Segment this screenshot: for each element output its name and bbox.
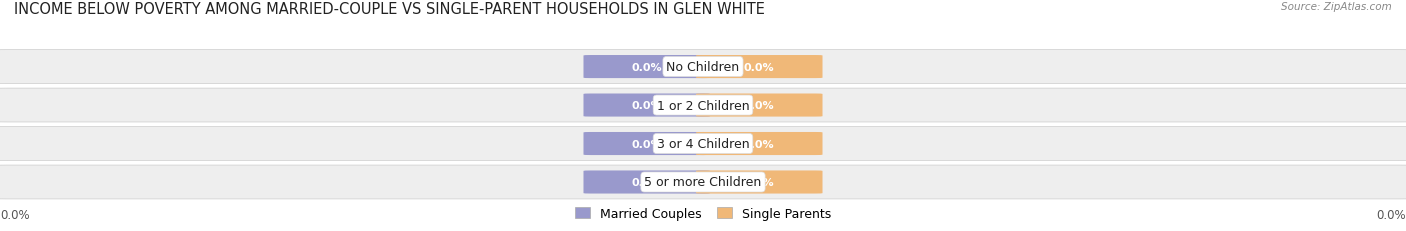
Text: 0.0%: 0.0% (631, 62, 662, 72)
Text: 3 or 4 Children: 3 or 4 Children (657, 137, 749, 150)
Text: 0.0%: 0.0% (744, 177, 775, 187)
FancyBboxPatch shape (696, 56, 823, 79)
Text: 0.0%: 0.0% (631, 139, 662, 149)
FancyBboxPatch shape (696, 132, 823, 155)
Text: 0.0%: 0.0% (744, 101, 775, 111)
FancyBboxPatch shape (0, 165, 1406, 199)
Text: 0.0%: 0.0% (0, 208, 30, 221)
Text: No Children: No Children (666, 61, 740, 74)
FancyBboxPatch shape (583, 132, 710, 155)
Text: 1 or 2 Children: 1 or 2 Children (657, 99, 749, 112)
Text: 0.0%: 0.0% (744, 62, 775, 72)
FancyBboxPatch shape (0, 50, 1406, 84)
Text: 5 or more Children: 5 or more Children (644, 176, 762, 189)
FancyBboxPatch shape (583, 94, 710, 117)
Legend: Married Couples, Single Parents: Married Couples, Single Parents (569, 202, 837, 225)
FancyBboxPatch shape (0, 127, 1406, 161)
FancyBboxPatch shape (583, 171, 710, 194)
Text: 0.0%: 0.0% (631, 101, 662, 111)
Text: Source: ZipAtlas.com: Source: ZipAtlas.com (1281, 2, 1392, 12)
FancyBboxPatch shape (583, 56, 710, 79)
FancyBboxPatch shape (696, 94, 823, 117)
FancyBboxPatch shape (0, 89, 1406, 122)
FancyBboxPatch shape (696, 171, 823, 194)
Text: 0.0%: 0.0% (744, 139, 775, 149)
Text: 0.0%: 0.0% (1376, 208, 1406, 221)
Text: INCOME BELOW POVERTY AMONG MARRIED-COUPLE VS SINGLE-PARENT HOUSEHOLDS IN GLEN WH: INCOME BELOW POVERTY AMONG MARRIED-COUPL… (14, 2, 765, 17)
Text: 0.0%: 0.0% (631, 177, 662, 187)
